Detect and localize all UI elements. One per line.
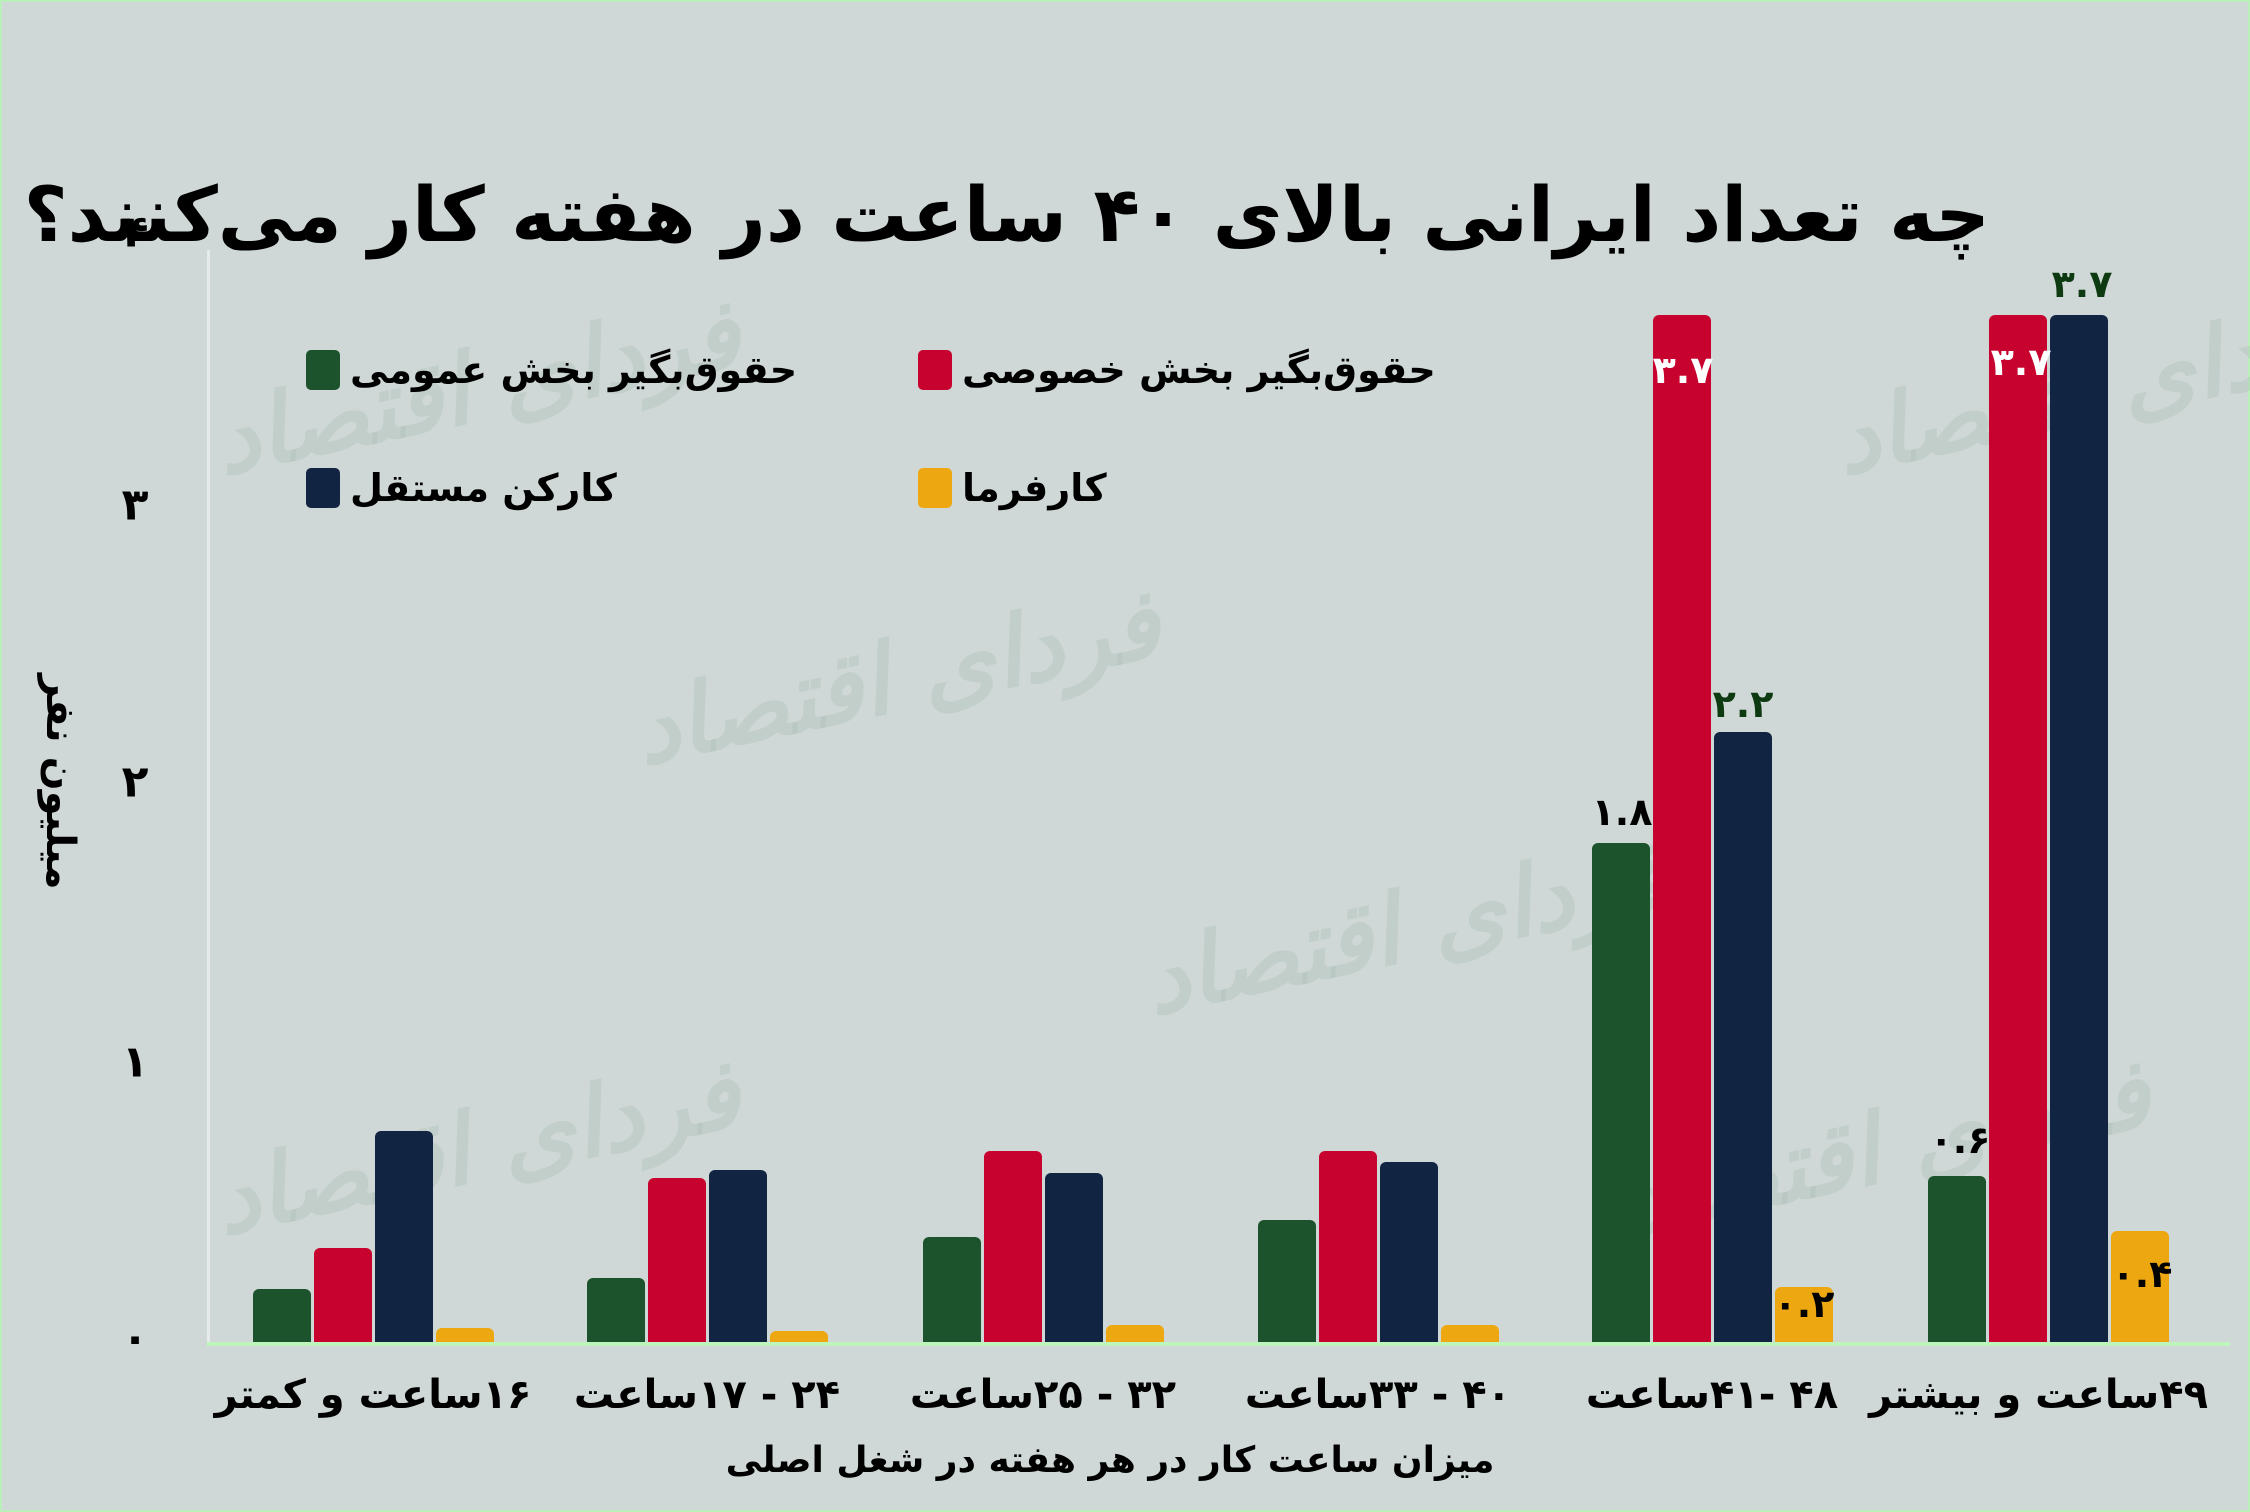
y-tick-2: ۲ — [121, 756, 149, 808]
bar — [2110, 1231, 2169, 1342]
legend-item-self[interactable]: کارکن مستقل — [306, 466, 617, 510]
bar — [435, 1328, 494, 1342]
x-axis-label: میزان ساعت کار در هر هفته در شغل اصلی — [725, 1440, 1495, 1481]
legend-label-private: حقوق‌بگیر بخش خصوصی — [962, 348, 1436, 392]
y-axis-label: میلیون نفر — [37, 674, 83, 890]
legend-item-private[interactable]: حقوق‌بگیر بخش خصوصی — [918, 348, 1436, 392]
data-label: ۳.۷ — [1652, 348, 1714, 392]
bar — [1044, 1172, 1103, 1342]
data-label: ۳.۷ — [2051, 262, 2113, 306]
legend-swatch-private — [918, 350, 952, 390]
bar — [1927, 1175, 1986, 1342]
data-label: ۱.۸ — [1591, 790, 1653, 834]
y-tick-1: ۱ — [121, 1036, 149, 1088]
legend-label-employer: کارفرما — [962, 466, 1107, 510]
bar — [1591, 842, 1650, 1342]
bar — [586, 1278, 645, 1342]
bar — [252, 1289, 311, 1342]
bar — [1379, 1161, 1438, 1342]
legend-swatch-self — [306, 468, 340, 508]
bar — [374, 1131, 433, 1342]
bar — [2049, 315, 2108, 1342]
data-label: ۲.۲ — [1712, 682, 1774, 726]
plot-area — [207, 250, 2230, 1346]
bar — [1440, 1325, 1499, 1342]
bar — [708, 1169, 767, 1342]
x-category-2: ۳۲ - ۲۵ساعت — [909, 1372, 1177, 1418]
legend-item-employer[interactable]: کارفرما — [918, 466, 1107, 510]
x-category-1: ۲۴ - ۱۷ساعت — [573, 1372, 841, 1418]
bar — [647, 1178, 706, 1342]
bar — [983, 1150, 1042, 1342]
data-label: ۰.۴ — [2111, 1252, 2173, 1296]
bar — [922, 1236, 981, 1342]
chart-title: چه تعداد ایرانی بالای ۴۰ ساعت در هفته کا… — [23, 170, 1990, 259]
data-label: ۳.۷ — [1990, 340, 2052, 384]
bar — [313, 1247, 372, 1342]
bar — [1774, 1286, 1833, 1342]
legend-label-public: حقوق‌بگیر بخش عمومی — [350, 348, 798, 392]
bar — [769, 1330, 828, 1342]
y-axis-line — [207, 250, 210, 1342]
bar — [1713, 731, 1772, 1342]
y-tick-3: ۳ — [121, 479, 149, 531]
y-tick-4: ۴ — [121, 206, 149, 258]
legend-swatch-public — [306, 350, 340, 390]
legend-swatch-employer — [918, 468, 952, 508]
bar — [1105, 1325, 1164, 1342]
bar — [1988, 315, 2047, 1342]
bar — [1318, 1150, 1377, 1342]
bar — [1652, 315, 1711, 1342]
bar — [1257, 1219, 1316, 1342]
data-label: ۰.۶ — [1929, 1118, 1991, 1162]
x-category-4: ۴۸ -۴۱ساعت — [1585, 1372, 1839, 1418]
x-category-3: ۴۰ - ۳۳ساعت — [1244, 1372, 1512, 1418]
legend-item-public[interactable]: حقوق‌بگیر بخش عمومی — [306, 348, 797, 392]
x-category-0: ۱۶ساعت و کمتر — [214, 1372, 532, 1418]
data-label: ۰.۲ — [1773, 1282, 1835, 1326]
x-category-5: ۴۹ساعت و بیشتر — [1869, 1372, 2208, 1418]
legend-label-self: کارکن مستقل — [350, 466, 617, 510]
y-tick-0: ۰ — [121, 1312, 149, 1364]
x-axis-line — [207, 1342, 2230, 1346]
